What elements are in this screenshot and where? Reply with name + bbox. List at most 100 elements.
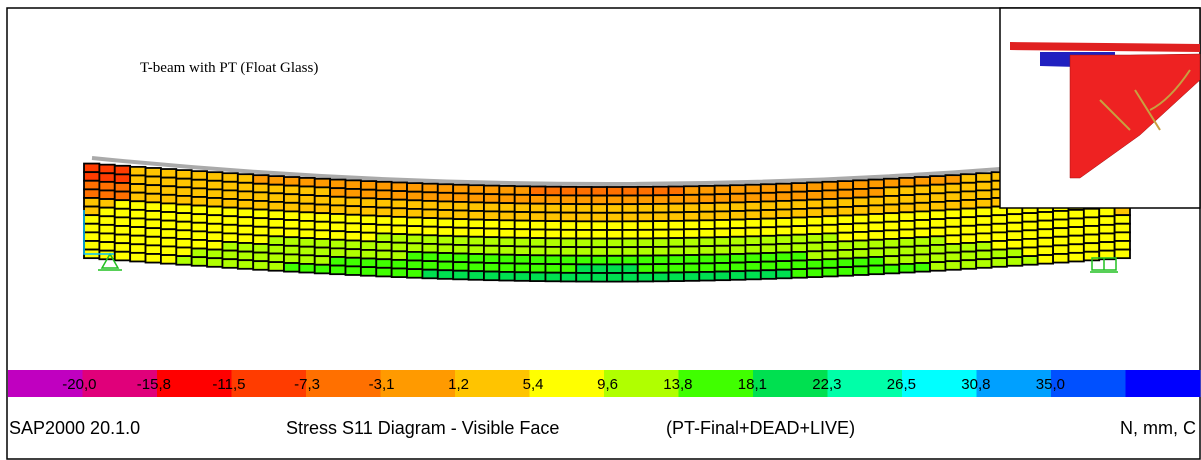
mesh-element <box>376 268 391 277</box>
mesh-element <box>776 184 791 193</box>
mesh-element <box>299 187 314 196</box>
mesh-element <box>684 264 699 273</box>
mesh-element <box>1053 228 1068 237</box>
mesh-element <box>776 201 791 210</box>
mesh-element <box>653 204 668 213</box>
mesh-element <box>792 183 807 192</box>
legend-label: -7,3 <box>294 376 320 393</box>
mesh-element <box>776 235 791 244</box>
mesh-element <box>822 251 837 260</box>
mesh-element <box>545 204 560 213</box>
mesh-element <box>422 244 437 253</box>
mesh-element <box>499 263 514 272</box>
mesh-element <box>638 247 653 256</box>
mesh-element <box>207 198 222 207</box>
mesh-element <box>84 164 99 173</box>
mesh-element <box>838 267 853 276</box>
mesh-element <box>792 235 807 244</box>
mesh-element <box>530 264 545 273</box>
mesh-element <box>499 186 514 195</box>
mesh-element <box>438 253 453 262</box>
mesh-element <box>176 170 191 179</box>
mesh-element <box>315 248 330 257</box>
mesh-element <box>130 236 145 245</box>
mesh-element <box>253 192 268 201</box>
mesh-element <box>192 257 207 266</box>
mesh-element <box>238 217 253 226</box>
mesh-element <box>822 182 837 191</box>
mesh-element <box>638 264 653 273</box>
mesh-element <box>238 191 253 200</box>
mesh-element <box>422 209 437 218</box>
legend-label: 35,0 <box>1036 376 1065 393</box>
mesh-element <box>269 236 284 245</box>
mesh-element <box>238 252 253 261</box>
mesh-element <box>807 243 822 252</box>
mesh-element <box>222 242 237 251</box>
mesh-element <box>869 188 884 197</box>
viewport: T-beam with PT (Float Glass) -20,0-15,8-… <box>0 0 1201 460</box>
mesh-element <box>315 213 330 222</box>
mesh-element <box>330 248 345 257</box>
mesh-element <box>238 260 253 269</box>
mesh-element <box>1053 254 1068 263</box>
mesh-element <box>576 213 591 222</box>
mesh-element <box>945 184 960 193</box>
mesh-element <box>330 266 345 275</box>
mesh-element <box>1115 232 1130 241</box>
mesh-element <box>684 229 699 238</box>
mesh-element <box>284 211 299 220</box>
mesh-element <box>669 204 684 213</box>
mesh-element <box>392 225 407 234</box>
mesh-element <box>853 258 868 267</box>
mesh-element <box>176 213 191 222</box>
mesh-element <box>1022 222 1037 231</box>
mesh-element <box>730 263 745 272</box>
mesh-element <box>776 244 791 253</box>
mesh-element <box>376 190 391 199</box>
mesh-element <box>822 242 837 251</box>
mesh-element <box>669 221 684 230</box>
mesh-element <box>930 219 945 228</box>
mesh-element <box>1022 230 1037 239</box>
mesh-element <box>161 186 176 195</box>
mesh-element <box>515 221 530 230</box>
mesh-element <box>792 192 807 201</box>
mesh-element <box>130 227 145 236</box>
mesh-element <box>453 228 468 237</box>
mesh-element <box>1022 256 1037 265</box>
mesh-element <box>438 244 453 253</box>
mesh-element <box>146 254 161 263</box>
mesh-element <box>792 261 807 270</box>
mesh-element <box>730 220 745 229</box>
mesh-element <box>361 233 376 242</box>
mesh-element <box>607 187 622 196</box>
mesh-element <box>545 255 560 264</box>
mesh-element <box>961 200 976 209</box>
mesh-element <box>976 251 991 260</box>
mesh-element <box>392 182 407 191</box>
mesh-element <box>761 219 776 228</box>
mesh-element <box>99 173 114 182</box>
mesh-element <box>284 229 299 238</box>
mesh-element <box>638 213 653 222</box>
mesh-element <box>622 221 637 230</box>
mesh-element <box>669 186 684 195</box>
mesh-element <box>315 239 330 248</box>
mesh-element <box>838 190 853 199</box>
mesh-element <box>761 244 776 253</box>
mesh-element <box>607 273 622 282</box>
mesh-element <box>930 176 945 185</box>
mesh-element <box>146 168 161 177</box>
mesh-element <box>1007 223 1022 232</box>
mesh-element <box>607 221 622 230</box>
mesh-element <box>715 246 730 255</box>
mesh-element <box>330 197 345 206</box>
mesh-element <box>653 273 668 282</box>
mesh-element <box>161 178 176 187</box>
mesh-element <box>515 203 530 212</box>
mesh-element <box>884 213 899 222</box>
mesh-element <box>438 201 453 210</box>
color-legend: -20,0-15,8-11,5-7,3-3,11,25,49,613,818,1… <box>8 370 1201 397</box>
mesh-element <box>146 185 161 194</box>
